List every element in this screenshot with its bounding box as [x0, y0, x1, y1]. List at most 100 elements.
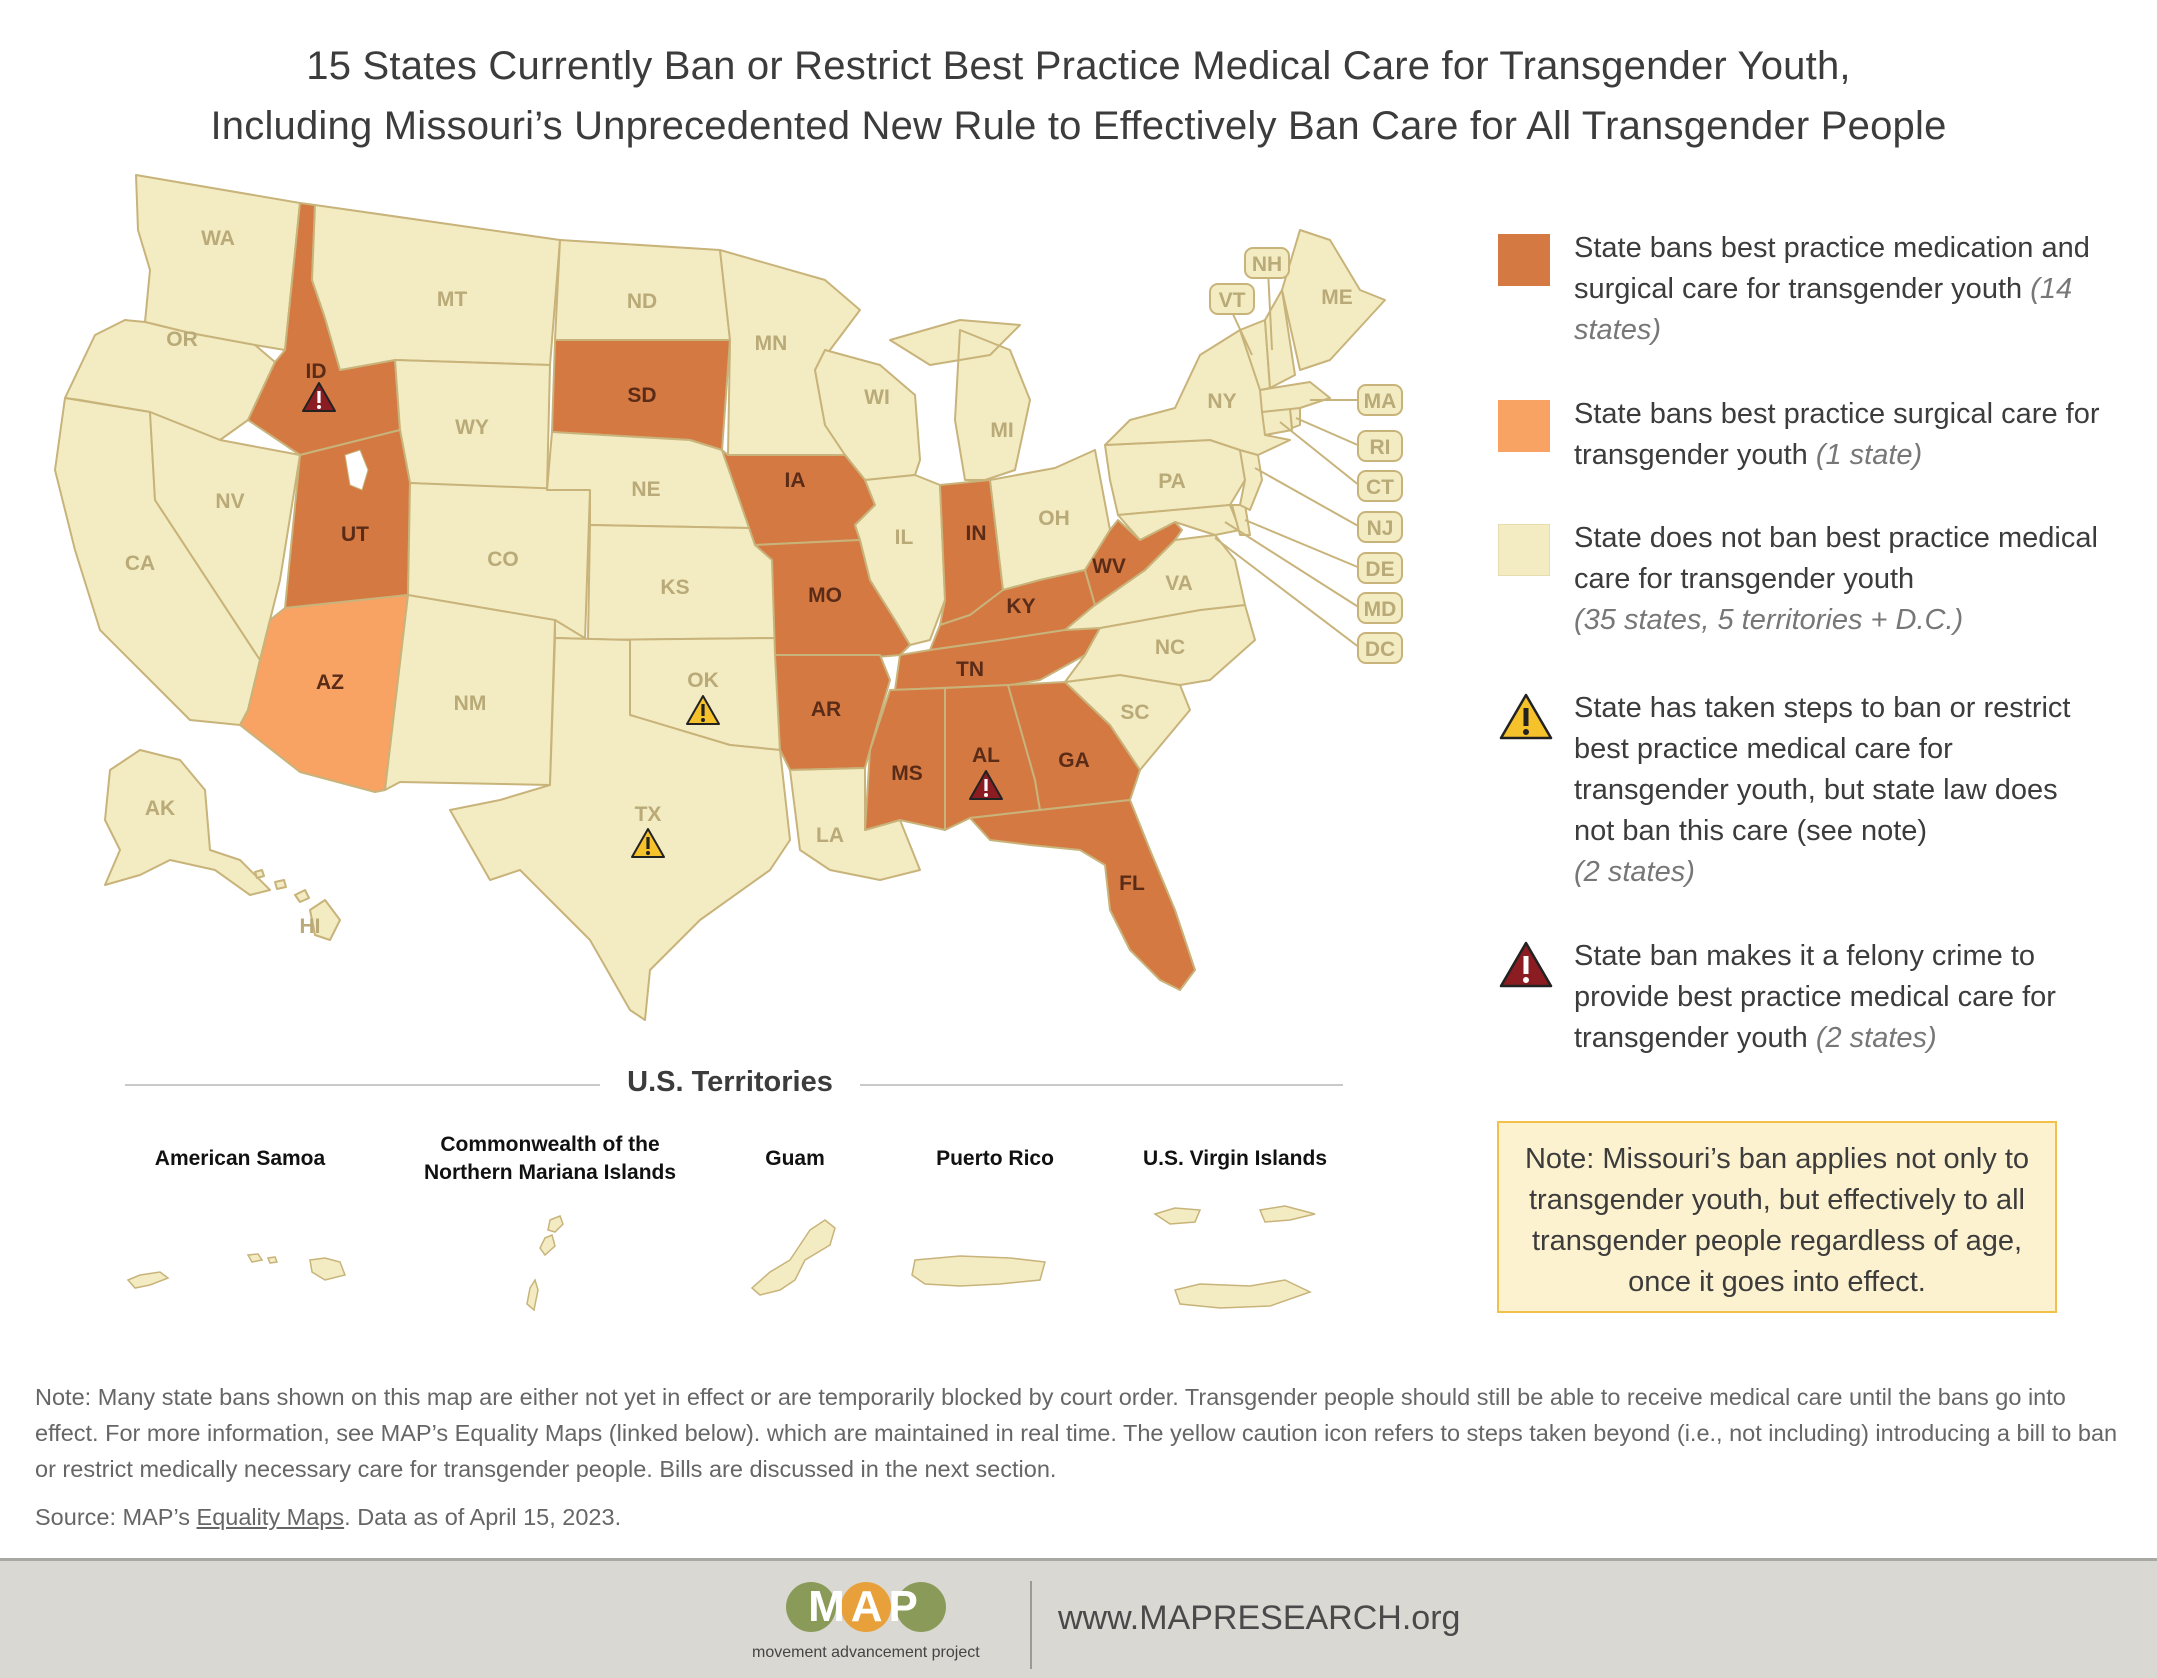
footer-divider	[1030, 1581, 1032, 1669]
state-NH[interactable]	[1264, 289, 1296, 389]
state-labels: WA OR CA NV ID MT WY UT AZ CO NM ND SD N…	[125, 227, 1397, 938]
label-NC: NC	[1155, 636, 1185, 659]
felony-icon-ID[interactable]	[302, 382, 336, 412]
label-CT: CT	[1366, 476, 1394, 499]
label-IA: IA	[785, 469, 806, 492]
label-MD: MD	[1364, 598, 1397, 621]
label-MS: MS	[891, 762, 923, 785]
territory-label-guam: Guam	[765, 1147, 825, 1170]
territory-guam[interactable]	[750, 1219, 836, 1296]
label-AZ: AZ	[316, 671, 344, 694]
state-HI[interactable]	[254, 869, 341, 941]
label-MN: MN	[755, 332, 788, 355]
label-PA: PA	[1158, 470, 1186, 493]
felony-icon-AL[interactable]	[969, 770, 1003, 800]
label-SC: SC	[1120, 701, 1149, 724]
title-line-2: Including Missouri’s Unprecedented New R…	[210, 104, 1947, 148]
title-line-1: 15 States Currently Ban or Restrict Best…	[306, 44, 1851, 88]
website-url[interactable]: www.MAPRESEARCH.org	[1058, 1599, 1461, 1637]
label-MI: MI	[990, 419, 1013, 442]
cnmi-line-1: Commonwealth of the	[440, 1133, 660, 1156]
label-MT: MT	[437, 288, 467, 311]
label-WA: WA	[201, 227, 235, 250]
label-WI: WI	[864, 386, 890, 409]
label-IL: IL	[895, 526, 914, 549]
swatch-ban-surgical	[1498, 400, 1550, 452]
state-AR[interactable]	[774, 654, 891, 771]
label-KY: KY	[1006, 595, 1035, 618]
legend-count-5: (2 states)	[1815, 1022, 1937, 1054]
label-AR: AR	[811, 698, 841, 721]
state-NM[interactable]	[384, 594, 556, 791]
label-NH: NH	[1252, 253, 1282, 276]
legend-count-2: (1 state)	[1815, 439, 1923, 471]
label-IN: IN	[966, 522, 987, 545]
label-NE: NE	[631, 478, 660, 501]
territory-cnmi[interactable]	[526, 1215, 564, 1312]
territory-label-puerto-rico: Puerto Rico	[936, 1147, 1054, 1170]
label-CA: CA	[125, 552, 155, 575]
warning-icon-OK[interactable]	[686, 695, 720, 725]
great-salt-lake	[344, 449, 369, 491]
state-MI[interactable]	[889, 319, 1031, 481]
warning-icon-TX[interactable]	[631, 828, 665, 858]
us-map: WA OR CA NV ID MT WY UT AZ CO NM ND SD N…	[54, 174, 1403, 1021]
label-RI: RI	[1370, 436, 1391, 459]
label-MO: MO	[808, 584, 842, 607]
source-prefix: Source: MAP’s	[35, 1504, 197, 1530]
territory-puerto-rico[interactable]	[911, 1255, 1046, 1287]
caution-icon	[1499, 693, 1553, 740]
state-RI[interactable]	[1289, 407, 1301, 429]
label-UT: UT	[341, 523, 369, 546]
legend-text-1: State bans best practice medication and …	[1574, 232, 2090, 305]
state-AK[interactable]	[104, 749, 271, 896]
label-WY: WY	[455, 416, 489, 439]
state-WA[interactable]	[135, 174, 301, 351]
map-title: 15 States Currently Ban or Restrict Best…	[0, 36, 2157, 156]
felony-warning-icon	[1499, 941, 1553, 988]
state-TX[interactable]	[449, 637, 791, 1021]
state-IL[interactable]	[854, 474, 946, 646]
state-WV[interactable]	[1084, 519, 1183, 606]
map-warning-icons	[302, 382, 1003, 858]
label-FL: FL	[1119, 872, 1145, 895]
state-NV[interactable]	[149, 411, 301, 661]
source-suffix: . Data as of April 15, 2023.	[344, 1504, 622, 1530]
state-FL[interactable]	[969, 799, 1196, 991]
map-logo[interactable]: MAP	[786, 1569, 946, 1643]
territory-american-samoa[interactable]	[126, 1253, 347, 1289]
label-OK: OK	[687, 669, 719, 692]
label-OH: OH	[1038, 507, 1070, 530]
state-LA[interactable]	[789, 767, 921, 881]
label-DC: DC	[1365, 638, 1395, 661]
territory-usvi[interactable]	[1153, 1205, 1316, 1309]
territory-label-cnmi: Commonwealth of the Northern Mariana Isl…	[400, 1131, 700, 1187]
equality-maps-link[interactable]: Equality Maps	[196, 1504, 345, 1530]
state-MD[interactable]	[1117, 504, 1241, 541]
label-LA: LA	[816, 824, 844, 847]
legend-text-3: State does not ban best practice medical…	[1574, 522, 2098, 595]
territories-heading: U.S. Territories	[600, 1066, 860, 1099]
swatch-no-ban	[1498, 524, 1550, 576]
logo-text: MAP	[808, 1582, 924, 1631]
label-ME: ME	[1321, 286, 1353, 309]
label-VA: VA	[1165, 572, 1193, 595]
label-GA: GA	[1058, 749, 1090, 772]
label-ND: ND	[627, 290, 657, 313]
source-line: Source: MAP’s Equality Maps. Data as of …	[35, 1504, 621, 1531]
label-AL: AL	[972, 744, 1000, 767]
state-ME[interactable]	[1281, 229, 1386, 371]
label-OR: OR	[166, 328, 198, 351]
label-KS: KS	[660, 576, 689, 599]
footer: MAP movement advancement project www.MAP…	[0, 1558, 2157, 1678]
label-TN: TN	[956, 658, 984, 681]
state-MA[interactable]	[1259, 381, 1331, 413]
label-TX: TX	[635, 803, 662, 826]
legend-count-4: (2 states)	[1574, 856, 1695, 888]
label-WV: WV	[1092, 555, 1126, 578]
territory-label-usvi: U.S. Virgin Islands	[1143, 1147, 1327, 1170]
logo-tagline: movement advancement project	[752, 1644, 980, 1661]
label-NJ: NJ	[1367, 517, 1394, 540]
label-DE: DE	[1365, 558, 1394, 581]
territory-shapes	[126, 1205, 1316, 1312]
